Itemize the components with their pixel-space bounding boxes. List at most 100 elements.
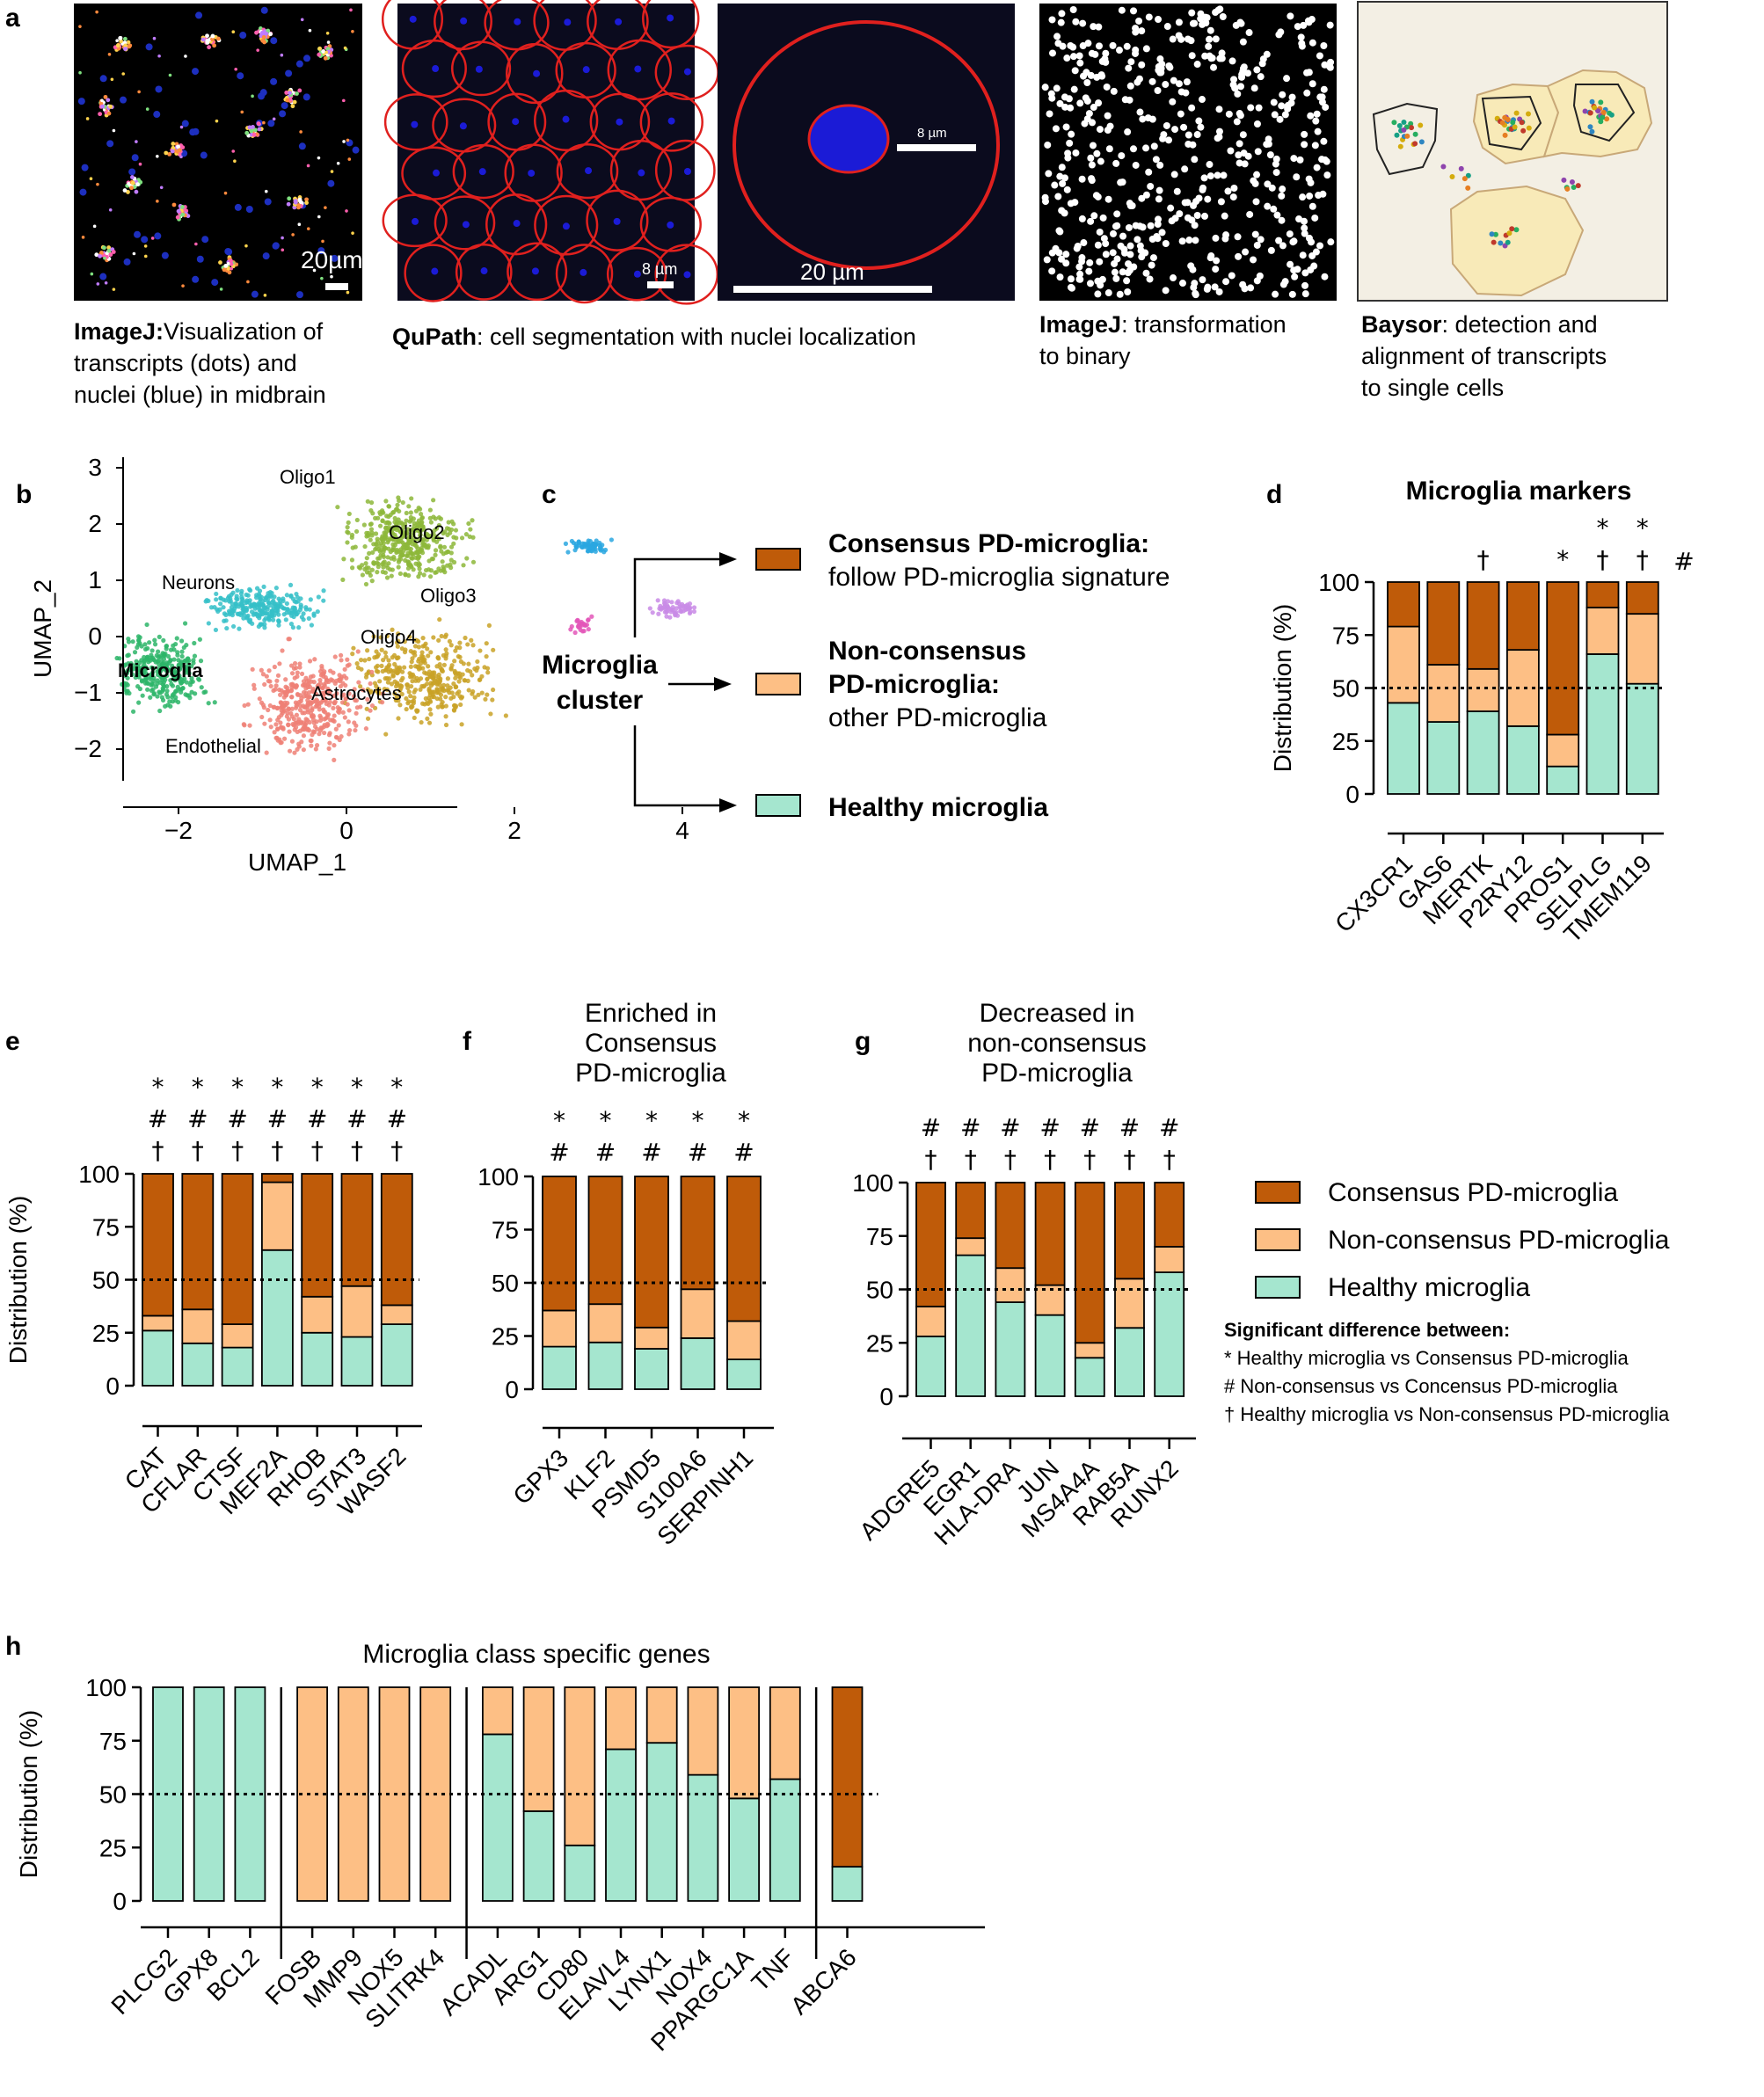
y-tick-label: 50 — [92, 1267, 120, 1294]
chart-f-enriched-consensus: 0255075100GPX3KLF2PSMD5S100A6SERPINH1#*#… — [477, 999, 774, 1550]
bar-segment-healthy-klf2 — [587, 1341, 623, 1390]
scale-bar-label-20um: 20µm — [301, 246, 363, 273]
bar-segment-healthy-serpinh1 — [726, 1358, 762, 1390]
legend-label-nonconsensus: Non-consensus PD-microglia — [1328, 1226, 1670, 1255]
bar-segment-consensus-mertk — [1466, 581, 1500, 670]
bar-segment-consensus-gas6 — [1426, 581, 1461, 666]
significance-mark: # — [921, 1113, 941, 1142]
bar-segment-healthy-p2ry12 — [1506, 724, 1540, 795]
significance-mark: * — [390, 1073, 403, 1102]
bar-segment-nonconsensus-stat3 — [340, 1285, 374, 1338]
bar-segment-healthy-pros1 — [1546, 765, 1580, 795]
bar-segment-healthy-gpx3 — [542, 1345, 577, 1390]
significance-mark: † — [1163, 1145, 1176, 1174]
bar-segment-consensus-stat3 — [340, 1173, 374, 1287]
umap-ylabel: UMAP_2 — [29, 579, 56, 678]
panel-letter-d: d — [1266, 480, 1282, 509]
bar-segment-healthy-ppargc1a — [728, 1797, 760, 1902]
bar-segment-nonconsensus-psmd5 — [634, 1326, 669, 1350]
bar-segment-nonconsensus-ms4a4a — [1074, 1342, 1105, 1359]
caption3-rest2: to binary — [1039, 343, 1131, 369]
bar-segment-consensus-p2ry12 — [1506, 581, 1540, 652]
bar-segment-nonconsensus-rhob — [301, 1295, 334, 1334]
bar-segment-consensus-ms4a4a — [1074, 1182, 1105, 1344]
bar-segment-nonconsensus-selplg — [1585, 607, 1620, 655]
caption4-bold: Baysor — [1361, 311, 1442, 338]
y-tick-label: 25 — [492, 1323, 519, 1351]
bar-segment-consensus-serpinh1 — [726, 1176, 762, 1322]
legend-swatch-nonconsensus — [1255, 1228, 1301, 1251]
x-tick-label-tnf: TNF — [747, 1943, 799, 1996]
y-tick-label: 25 — [92, 1320, 120, 1347]
legend-sig-2: # Non-consensus vs Concensus PD-microgli… — [1224, 1375, 1618, 1397]
caption2-bold: QuPath — [392, 324, 477, 350]
significance-mark: # — [187, 1104, 208, 1133]
image-single-cell: 8 µm 20 µm — [718, 4, 1015, 301]
significance-mark: † — [1124, 1145, 1136, 1174]
image-baysor — [1357, 1, 1668, 302]
cluster-label-neurons: Neurons — [162, 572, 235, 593]
y-axis-label: Distribution (%) — [15, 1710, 42, 1878]
bar-segment-nonconsensus-gpx3 — [542, 1309, 577, 1348]
bar-segment-healthy-acadl — [482, 1733, 514, 1902]
legend-sig-1: * Healthy microglia vs Consensus PD-micr… — [1224, 1347, 1629, 1369]
bar-segment-healthy-rab5a — [1114, 1327, 1145, 1397]
y-tick-label: 0 — [113, 1888, 127, 1915]
bar-segment-healthy-tnf — [769, 1778, 801, 1902]
significance-mark: * — [600, 1106, 612, 1135]
y-tick-label: 0 — [879, 1383, 893, 1410]
significance-mark: * — [553, 1106, 565, 1135]
significance-mark: † — [390, 1136, 403, 1165]
significance-mark: * — [692, 1106, 704, 1135]
significance-mark: * — [1597, 513, 1609, 542]
significance-mark: # — [1159, 1113, 1179, 1142]
significance-mark: * — [311, 1073, 324, 1102]
cluster-label-astrocytes: Astrocytes — [311, 682, 402, 704]
bar-segment-nonconsensus-elavl4 — [605, 1686, 637, 1751]
bar-segment-healthy-mertk — [1466, 710, 1500, 795]
x-tick-label-abca6: ABCA6 — [785, 1943, 862, 2020]
significance-mark: * — [192, 1073, 204, 1102]
umap-ytick-label: 1 — [88, 566, 102, 593]
significance-mark: † — [1083, 1145, 1096, 1174]
significance-mark: # — [960, 1113, 980, 1142]
panel-letter-b: b — [16, 480, 32, 509]
significance-mark: † — [351, 1136, 363, 1165]
chart-title: non-consensus — [967, 1029, 1146, 1058]
legend-swatch-consensus — [1255, 1181, 1301, 1204]
panel-letter-h: h — [5, 1632, 21, 1661]
y-tick-label: 100 — [477, 1163, 519, 1190]
cluster-label-endothelial: Endothelial — [165, 735, 261, 757]
y-tick-label: 100 — [85, 1674, 127, 1701]
caption4-rest3: to single cells — [1361, 375, 1504, 401]
bar-segment-nonconsensus-mertk — [1466, 667, 1500, 712]
y-axis-label: Distribution (%) — [1269, 604, 1296, 772]
bar-segment-nonconsensus-lynx1 — [645, 1686, 678, 1744]
bar-segment-consensus-wasf2 — [380, 1173, 413, 1307]
significance-mark: # — [733, 1138, 754, 1167]
bar-segment-nonconsensus-cx3cr1 — [1387, 625, 1420, 704]
significance-mark: † — [965, 1145, 977, 1174]
panel-letter-f: f — [463, 1027, 472, 1056]
umap-ytick-label: −2 — [74, 735, 102, 762]
svg-text:QuPath: cell segmentation with: QuPath: cell segmentation with nuclei lo… — [392, 324, 916, 350]
panel-letter-g: g — [855, 1027, 871, 1056]
chart-title: Enriched in — [585, 999, 717, 1028]
umap-ytick-label: 2 — [88, 510, 102, 537]
significance-mark: † — [1004, 1145, 1017, 1174]
significance-mark: # — [227, 1104, 247, 1133]
caption3-rest1: : transformation — [1121, 311, 1287, 338]
bar-segment-healthy-cat — [142, 1329, 174, 1387]
schematic-swatch-nonconsensus — [755, 673, 801, 695]
y-tick-label: 75 — [99, 1728, 127, 1755]
significance-mark: # — [387, 1104, 407, 1133]
y-tick-label: 25 — [1332, 728, 1359, 755]
y-tick-label: 100 — [78, 1161, 120, 1188]
significance-mark: † — [231, 1136, 244, 1165]
y-tick-label: 0 — [106, 1373, 120, 1400]
bar-segment-consensus-selplg — [1585, 581, 1620, 608]
umap-xtick-label: −2 — [164, 817, 193, 844]
significance-mark: * — [1556, 545, 1569, 574]
bar-segment-healthy-wasf2 — [380, 1323, 413, 1387]
